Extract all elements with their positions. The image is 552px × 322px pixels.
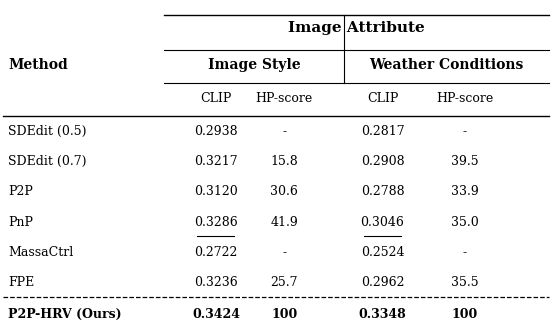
Text: 0.3424: 0.3424 bbox=[192, 308, 240, 321]
Text: SDEdit (0.7): SDEdit (0.7) bbox=[8, 155, 87, 168]
Text: -: - bbox=[282, 125, 286, 138]
Text: P2P-HRV (Ours): P2P-HRV (Ours) bbox=[8, 308, 122, 321]
Text: SDEdit (0.5): SDEdit (0.5) bbox=[8, 125, 87, 138]
Text: 0.2524: 0.2524 bbox=[361, 246, 404, 259]
Text: 33.9: 33.9 bbox=[450, 185, 479, 198]
Text: 0.3286: 0.3286 bbox=[194, 216, 238, 229]
Text: MassaCtrl: MassaCtrl bbox=[8, 246, 73, 259]
Text: Method: Method bbox=[8, 58, 68, 72]
Text: Weather Conditions: Weather Conditions bbox=[370, 58, 524, 72]
Text: 100: 100 bbox=[452, 308, 477, 321]
Text: CLIP: CLIP bbox=[200, 91, 232, 105]
Text: 0.3217: 0.3217 bbox=[194, 155, 238, 168]
Text: HP-score: HP-score bbox=[256, 91, 313, 105]
Text: PnP: PnP bbox=[8, 216, 33, 229]
Text: -: - bbox=[282, 246, 286, 259]
Text: 0.3348: 0.3348 bbox=[359, 308, 406, 321]
Text: 41.9: 41.9 bbox=[270, 216, 298, 229]
Text: 0.3120: 0.3120 bbox=[194, 185, 238, 198]
Text: P2P: P2P bbox=[8, 185, 33, 198]
Text: 35.5: 35.5 bbox=[451, 276, 479, 289]
Text: Image Attribute: Image Attribute bbox=[288, 22, 425, 35]
Text: 0.3236: 0.3236 bbox=[194, 276, 238, 289]
Text: -: - bbox=[463, 125, 466, 138]
Text: 0.2962: 0.2962 bbox=[361, 276, 404, 289]
Text: 25.7: 25.7 bbox=[270, 276, 298, 289]
Text: HP-score: HP-score bbox=[436, 91, 493, 105]
Text: 100: 100 bbox=[271, 308, 298, 321]
Text: -: - bbox=[463, 246, 466, 259]
Text: 0.2817: 0.2817 bbox=[361, 125, 405, 138]
Text: 0.2788: 0.2788 bbox=[361, 185, 405, 198]
Text: 0.2722: 0.2722 bbox=[194, 246, 237, 259]
Text: CLIP: CLIP bbox=[367, 91, 398, 105]
Text: 0.2938: 0.2938 bbox=[194, 125, 238, 138]
Text: 15.8: 15.8 bbox=[270, 155, 298, 168]
Text: 30.6: 30.6 bbox=[270, 185, 298, 198]
Text: 0.3046: 0.3046 bbox=[360, 216, 405, 229]
Text: FPE: FPE bbox=[8, 276, 34, 289]
Text: 0.2908: 0.2908 bbox=[361, 155, 405, 168]
Text: Image Style: Image Style bbox=[208, 58, 300, 72]
Text: 35.0: 35.0 bbox=[450, 216, 479, 229]
Text: 39.5: 39.5 bbox=[451, 155, 479, 168]
